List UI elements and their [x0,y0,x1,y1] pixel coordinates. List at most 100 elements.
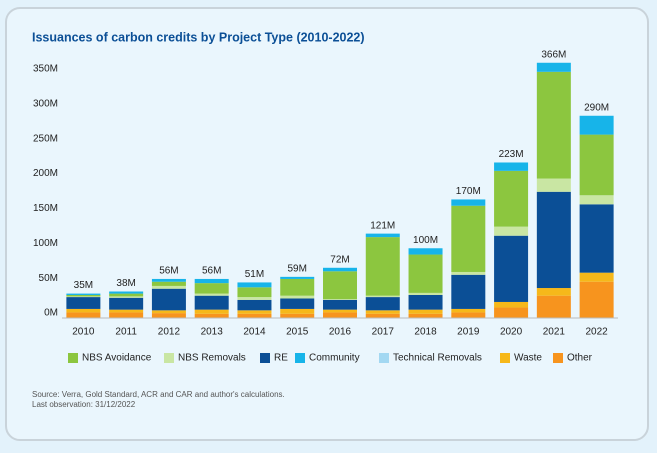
bar-segment [365,310,400,314]
bar-segment [323,299,357,300]
legend-label: Technical Removals [393,353,482,364]
x-tick-label: 2011 [115,327,137,338]
value-label: 51M [245,269,264,280]
note: Last observation: 31/12/2022 [32,400,136,409]
card [5,7,649,441]
bar-segment [66,297,101,309]
bar-segment [280,295,315,299]
bar-segment [408,292,443,295]
bar-segment [451,312,486,318]
bar-segment [109,291,144,294]
x-tick-label: 2012 [158,327,181,338]
x-tick-label: 2018 [414,327,437,338]
bar-segment [323,267,357,272]
bar-segment [536,178,571,192]
bar-segment [109,293,144,297]
bar-segment [579,204,614,273]
y-tick-label: 150M [33,203,58,214]
bar-segment [194,309,229,314]
bar-segment [151,285,186,289]
x-tick-label: 2020 [500,327,523,338]
y-tick-label: 250M [33,133,58,144]
legend-swatch [68,353,78,363]
bar-segment [494,235,529,302]
bar-segment [451,274,486,309]
bar-segment [579,281,614,318]
value-label: 100M [413,235,438,246]
x-tick-label: 2022 [585,327,608,338]
chart-title: Issuances of carbon credits by Project T… [32,30,365,44]
bar-segment [365,233,400,238]
y-tick-label: 350M [33,64,58,75]
bar-segment [579,134,614,196]
legend-swatch [379,353,389,363]
value-label: 35M [74,280,93,291]
bar-segment [365,295,400,298]
value-label: 170M [456,186,481,197]
x-tick-label: 2010 [72,327,95,338]
bar-segment [323,312,357,318]
legend-swatch [553,353,563,363]
x-tick-label: 2013 [201,327,224,338]
value-label: 56M [159,266,178,277]
x-tick-label: 2015 [286,327,309,338]
bar-segment [494,170,529,227]
bar-segment [66,312,101,318]
bar-segment [365,313,400,318]
bar-segment [536,191,571,289]
legend-label: RE [274,353,288,364]
bar-segment [194,293,229,296]
bar-segment [408,309,443,314]
bar-segment [66,308,101,313]
bar-segment [237,310,272,314]
bar-segment [536,71,571,179]
legend-swatch [260,353,270,363]
bar-segment [194,295,229,310]
bar-segment [536,288,571,296]
bar-segment [365,297,400,311]
bar-segment [109,296,144,298]
bar-segment [494,301,529,308]
bar-segment [237,282,272,288]
legend-label: NBS Removals [178,353,246,364]
bar-segment [408,254,443,293]
legend-label: NBS Avoidance [82,353,152,364]
bar-segment [579,115,614,135]
bar-segment [579,272,614,282]
bar-segment [237,299,272,311]
bar-segment [194,283,229,294]
y-tick-label: 200M [33,168,58,179]
bar-segment [151,288,186,311]
value-label: 38M [116,278,135,289]
legend-swatch [295,353,305,363]
bar-segment [536,295,571,318]
bar-segment [151,281,186,286]
bar-segment [66,293,101,295]
bar-segment [536,62,571,72]
value-label: 72M [330,254,349,265]
bar-segment [109,312,144,318]
value-label: 59M [288,263,307,274]
value-label: 366M [541,49,566,60]
bar-segment [151,310,186,314]
bar-segment [237,287,272,298]
bar-segment [323,309,357,313]
legend-label: Waste [514,353,542,364]
bar-segment [323,271,357,300]
bar-segment [194,313,229,318]
y-tick-label: 50M [39,273,58,284]
bar-segment [151,278,186,282]
legend-swatch [500,353,510,363]
bar-segment [494,226,529,236]
bar-segment [451,271,486,275]
bar-segment [451,205,486,272]
source: Source: Verra, Gold Standard, ACR and CA… [32,390,285,399]
bar-segment [365,237,400,296]
bar-segment [194,278,229,284]
bar-segment [408,313,443,318]
value-label: 56M [202,266,221,277]
y-tick-label: 300M [33,98,58,109]
bar-segment [280,278,315,296]
x-tick-label: 2016 [329,327,352,338]
